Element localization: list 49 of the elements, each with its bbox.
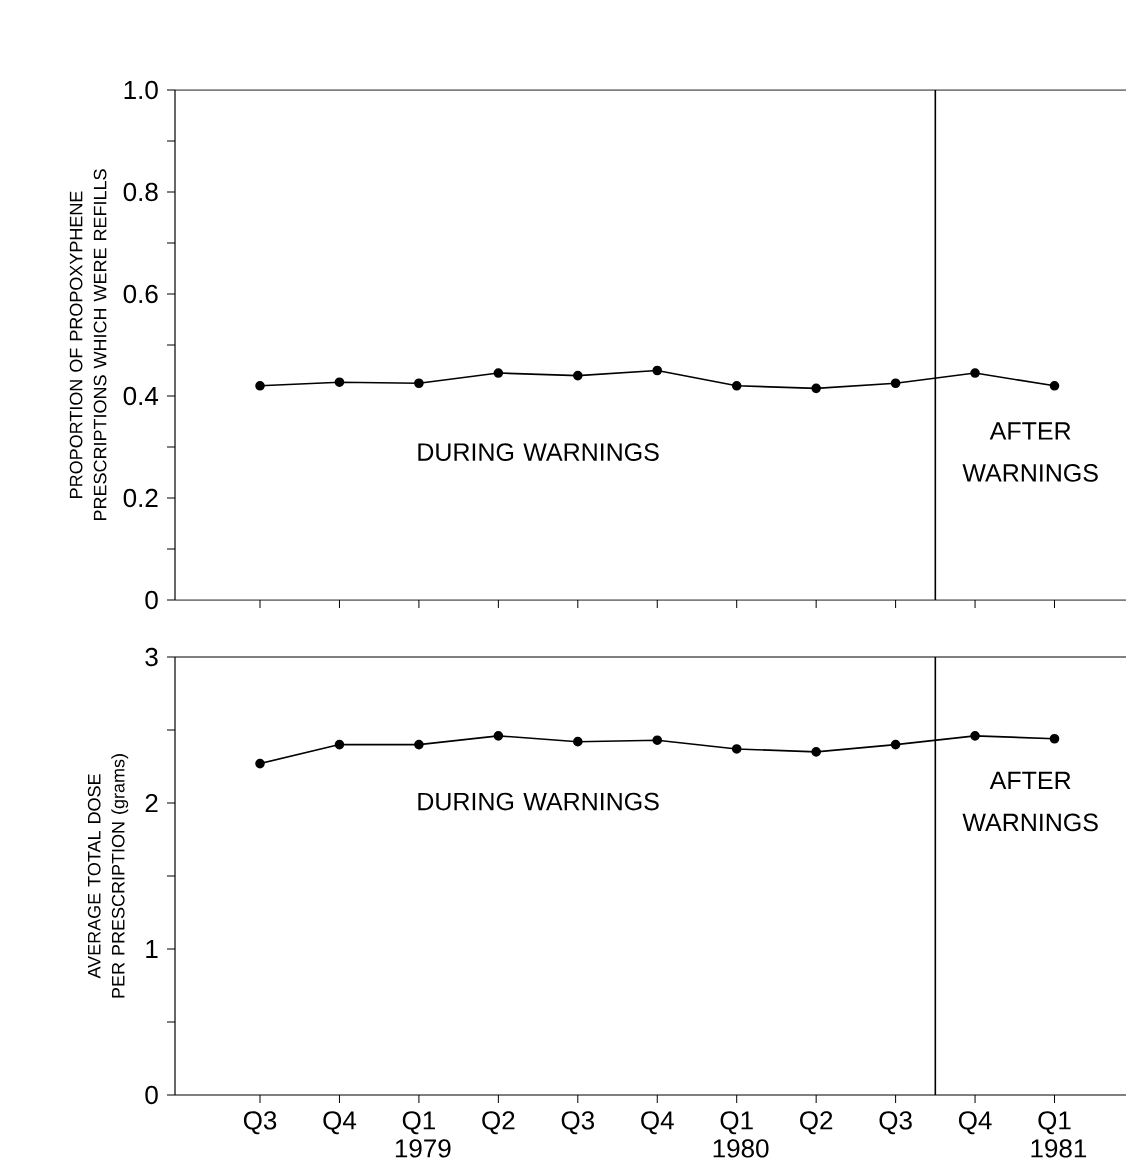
y-tick-label: 0.4 — [123, 386, 159, 406]
x-tick-label: Q3 — [561, 1111, 594, 1135]
point — [811, 747, 821, 757]
point — [731, 744, 742, 754]
point — [573, 736, 583, 747]
x-tick-label: Q1 1981 — [1031, 1111, 1087, 1158]
y-tick-label: 0.2 — [123, 488, 158, 508]
annotation: AFTER WARNINGS — [962, 771, 1098, 832]
annotation: DURING WARNINGS — [418, 792, 659, 811]
point — [255, 380, 265, 391]
y-tick-label: 0.6 — [123, 284, 158, 304]
point — [493, 368, 504, 378]
point — [1049, 733, 1060, 744]
point — [414, 378, 424, 389]
x-tick-label: Q4 — [958, 1111, 992, 1135]
y-tick-label: 0 — [145, 1085, 158, 1105]
y-tick-label: 1 — [146, 940, 158, 958]
x-tick-label: Q3 — [243, 1111, 277, 1135]
x-tick-label: Q3 — [879, 1111, 912, 1135]
y-tick-label: 0.8 — [123, 182, 158, 202]
y-tick-label: 2 — [145, 793, 158, 813]
x-tick-label: Q4 — [641, 1111, 674, 1135]
y-tick-label: 1.0 — [124, 80, 158, 100]
point — [493, 731, 504, 741]
y-axis-title: AVERAGE TOTAL DOSE PER PRESCRIPTION (grams) — [87, 754, 129, 998]
x-tick-label: Q2 — [800, 1111, 833, 1135]
point — [255, 758, 265, 769]
y-tick-label: 3 — [145, 647, 158, 667]
point — [970, 368, 980, 378]
x-tick-label: Q1 1980 — [713, 1111, 769, 1158]
y-tick-label: 0 — [145, 590, 158, 610]
point — [334, 377, 345, 388]
point — [652, 735, 663, 746]
point — [890, 378, 901, 389]
y-axis-title: PROPORTION OF PROPOXYPHENE PRESCRIPTIONS WHICH WERE REFILLS — [69, 169, 107, 521]
point — [573, 370, 583, 381]
point — [334, 739, 345, 750]
x-tick-label: Q2 — [482, 1111, 515, 1135]
x-tick-label: Q1 1979 — [395, 1111, 451, 1158]
annotation: DURING WARNINGS — [418, 443, 659, 461]
point — [414, 739, 424, 750]
point — [731, 380, 742, 391]
annotation: AFTER WARNINGS — [962, 422, 1098, 482]
point — [970, 731, 980, 741]
point — [652, 365, 663, 376]
point — [890, 739, 901, 750]
x-tick-label: Q4 — [323, 1111, 357, 1135]
point — [1049, 380, 1060, 391]
point — [811, 383, 821, 394]
